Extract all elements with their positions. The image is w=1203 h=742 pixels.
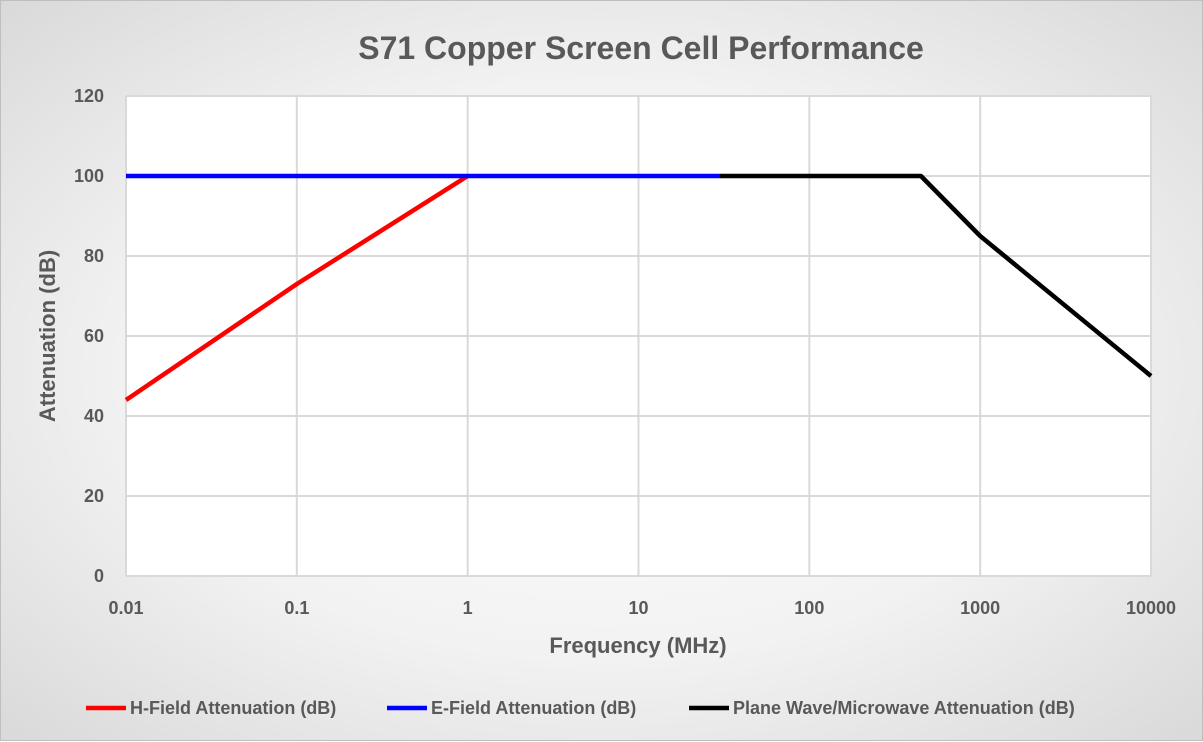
legend-item: H-Field Attenuation (dB) <box>86 698 336 718</box>
x-tick-label: 1 <box>463 598 473 618</box>
series-line-0 <box>124 174 469 402</box>
chart-title: S71 Copper Screen Cell Performance <box>358 30 924 66</box>
legend-item: Plane Wave/Microwave Attenuation (dB) <box>689 698 1075 718</box>
legend-item: E-Field Attenuation (dB) <box>387 698 636 718</box>
x-axis-label: Frequency (MHz) <box>549 633 726 658</box>
y-tick-label: 80 <box>84 246 104 266</box>
x-tick-label: 0.1 <box>284 598 309 618</box>
y-tick-label: 60 <box>84 326 104 346</box>
y-tick-label: 20 <box>84 486 104 506</box>
y-tick-label: 120 <box>74 86 104 106</box>
x-tick-label: 10 <box>628 598 648 618</box>
x-tick-label: 0.01 <box>108 598 143 618</box>
x-tick-label: 100 <box>794 598 824 618</box>
series-line-2 <box>720 173 1153 378</box>
legend-label: E-Field Attenuation (dB) <box>431 698 636 718</box>
x-tick-label: 10000 <box>1126 598 1176 618</box>
y-tick-label: 0 <box>94 566 104 586</box>
x-tick-label: 1000 <box>960 598 1000 618</box>
y-axis-label: Attenuation (dB) <box>35 250 60 422</box>
legend-label: H-Field Attenuation (dB) <box>130 698 336 718</box>
y-tick-label: 40 <box>84 406 104 426</box>
legend-label: Plane Wave/Microwave Attenuation (dB) <box>733 698 1075 718</box>
y-tick-label: 100 <box>74 166 104 186</box>
